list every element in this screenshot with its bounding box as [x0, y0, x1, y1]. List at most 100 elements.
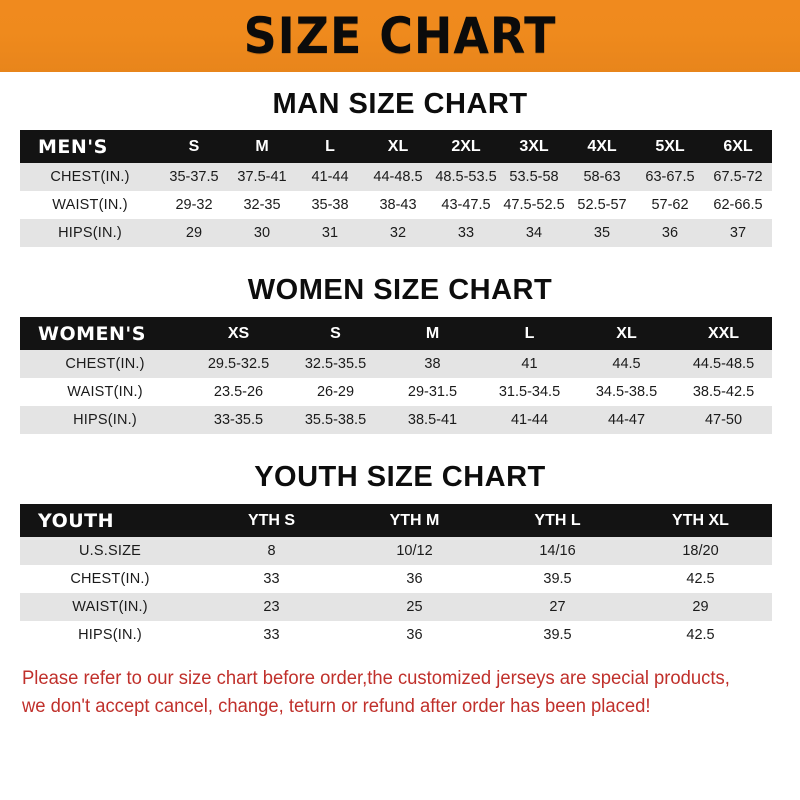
men-row-label: HIPS(IN.)	[58, 225, 122, 241]
men-row-label: CHEST(IN.)	[50, 169, 130, 185]
men-cell: 36	[661, 225, 679, 241]
youth-cell: 27	[549, 599, 566, 615]
women-cell: 33-35.5	[213, 412, 264, 428]
youth-cell: 42.5	[686, 571, 715, 587]
notice-line-1: Please refer to our size chart before or…	[22, 668, 730, 689]
youth-table-head: YOUTH YTH S YTH M YTH L YTH XL	[20, 504, 772, 537]
women-cell: 38.5-42.5	[692, 384, 755, 400]
youth-table-body: U.S.SIZE 8 10/12 14/16 18/20 CHEST(IN.) 33 36 39…	[20, 537, 772, 649]
youth-cell: 18/20	[682, 543, 719, 559]
men-row-label: WAIST(IN.)	[52, 197, 128, 213]
women-cell: 29.5-32.5	[207, 356, 270, 372]
notice-line-2: we don't accept cancel, change, teturn o…	[22, 695, 651, 717]
men-cell: 35-37.5	[169, 169, 219, 185]
women-column-header: L	[524, 324, 535, 342]
women-column-header: S	[330, 324, 341, 342]
youth-cell: 39.5	[543, 627, 572, 643]
youth-cell: 8	[267, 543, 276, 559]
youth-corner-label: YOUTH	[38, 509, 115, 532]
men-size-table: MEN'S S M L XL 2XL 3XL 4XL 5XL 6XL CHEST(IN.) 35-…	[20, 130, 772, 247]
men-table-row: WAIST(IN.) 29-32 32-35 35-38 38-43 43-47.5 47.…	[20, 191, 772, 219]
women-cell: 29-31.5	[407, 384, 458, 400]
men-cell: 41-44	[311, 169, 349, 185]
men-table-row: CHEST(IN.) 35-37.5 37.5-41 41-44 44-48.5 48.5…	[20, 163, 772, 191]
men-cell: 31	[321, 225, 339, 241]
youth-row-label: CHEST(IN.)	[70, 571, 150, 587]
men-table-row: HIPS(IN.) 29 30 31 32 33 34 35 36 37	[20, 219, 772, 247]
men-cell: 62-66.5	[713, 197, 763, 213]
youth-cell: 29	[692, 599, 709, 615]
women-column-header: XXL	[707, 324, 740, 342]
women-column-header: M	[425, 324, 440, 342]
women-section-title: WOMEN SIZE CHART	[247, 274, 553, 306]
men-cell: 48.5-53.5	[435, 169, 497, 185]
men-column-header: 5XL	[655, 137, 685, 155]
men-cell: 33	[457, 225, 475, 241]
men-cell: 52.5-57	[577, 197, 627, 213]
men-cell: 29	[185, 225, 203, 241]
men-column-header: 3XL	[519, 137, 549, 155]
women-cell: 38.5-41	[407, 412, 458, 428]
women-size-table: WOMEN'S XS S M L XL XXL CHEST(IN.) 29.5-32.5 32…	[20, 317, 772, 434]
youth-table-row: WAIST(IN.) 23 25 27 29	[20, 593, 772, 621]
youth-row-label: U.S.SIZE	[78, 543, 142, 559]
order-policy-notice: Please refer to our size chart before or…	[0, 665, 800, 720]
youth-cell: 36	[406, 571, 423, 587]
youth-cell: 14/16	[539, 543, 576, 559]
women-cell: 44.5-48.5	[692, 356, 755, 372]
women-corner-label: WOMEN'S	[38, 322, 146, 345]
men-cell: 37	[729, 225, 747, 241]
men-cell: 58-63	[583, 169, 621, 185]
size-chart-sheet: MAN SIZE CHART MEN'S S M L XL 2XL 3XL 4XL 5XL 6X…	[0, 72, 800, 665]
page-title: SIZE CHART	[243, 7, 557, 65]
women-table-row: CHEST(IN.) 29.5-32.5 32.5-35.5 38 41 44.5 44.5…	[20, 350, 772, 378]
men-column-header: XL	[387, 137, 409, 155]
youth-section-title: YOUTH SIZE CHART	[254, 461, 546, 493]
men-cell: 43-47.5	[441, 197, 491, 213]
youth-column-header: YTH S	[247, 511, 296, 529]
women-cell: 26-29	[316, 384, 355, 400]
youth-cell: 33	[263, 571, 280, 587]
youth-header-row: YOUTH YTH S YTH M YTH L YTH XL	[20, 504, 772, 537]
women-cell: 34.5-38.5	[595, 384, 658, 400]
women-table-row: WAIST(IN.) 23.5-26 26-29 29-31.5 31.5-34.5 34…	[20, 378, 772, 406]
men-table-body: CHEST(IN.) 35-37.5 37.5-41 41-44 44-48.5 48.5…	[20, 163, 772, 247]
men-table-head: MEN'S S M L XL 2XL 3XL 4XL 5XL 6XL	[20, 130, 772, 163]
men-column-header: M	[255, 137, 269, 155]
youth-row-label: HIPS(IN.)	[78, 627, 142, 643]
women-cell: 35.5-38.5	[304, 412, 367, 428]
women-row-label: WAIST(IN.)	[67, 384, 143, 400]
page-header-banner: SIZE CHART	[0, 0, 800, 72]
men-cell: 29-32	[175, 197, 213, 213]
men-column-header: L	[325, 137, 335, 155]
women-cell: 38	[424, 356, 441, 372]
women-cell: 47-50	[704, 412, 743, 428]
men-cell: 44-48.5	[373, 169, 423, 185]
women-cell: 44.5	[612, 356, 641, 372]
women-cell: 23.5-26	[213, 384, 264, 400]
men-cell: 35-38	[311, 197, 349, 213]
men-cell: 34	[525, 225, 543, 241]
women-column-header: XL	[616, 324, 637, 342]
youth-table-row: CHEST(IN.) 33 36 39.5 42.5	[20, 565, 772, 593]
youth-row-label: WAIST(IN.)	[72, 599, 148, 615]
youth-table-row: HIPS(IN.) 33 36 39.5 42.5	[20, 621, 772, 649]
youth-cell: 25	[406, 599, 423, 615]
women-table-body: CHEST(IN.) 29.5-32.5 32.5-35.5 38 41 44.5 44.5…	[20, 350, 772, 434]
women-cell: 44-47	[607, 412, 646, 428]
youth-cell: 23	[263, 599, 280, 615]
women-column-header: XS	[227, 324, 250, 342]
youth-column-header: YTH XL	[672, 511, 729, 529]
youth-table-row: U.S.SIZE 8 10/12 14/16 18/20	[20, 537, 772, 565]
youth-size-section: YOUTH SIZE CHART YOUTH YTH S YTH M YTH L YT…	[20, 463, 780, 649]
men-column-header: 2XL	[451, 137, 481, 155]
men-column-header: S	[188, 137, 200, 155]
youth-column-header: YTH M	[389, 511, 440, 529]
youth-cell: 10/12	[396, 543, 433, 559]
men-cell: 53.5-58	[509, 169, 559, 185]
men-cell: 47.5-52.5	[503, 197, 565, 213]
women-cell: 41	[521, 356, 538, 372]
men-corner-label: MEN'S	[38, 135, 108, 158]
women-cell: 32.5-35.5	[304, 356, 367, 372]
men-cell: 57-62	[651, 197, 689, 213]
